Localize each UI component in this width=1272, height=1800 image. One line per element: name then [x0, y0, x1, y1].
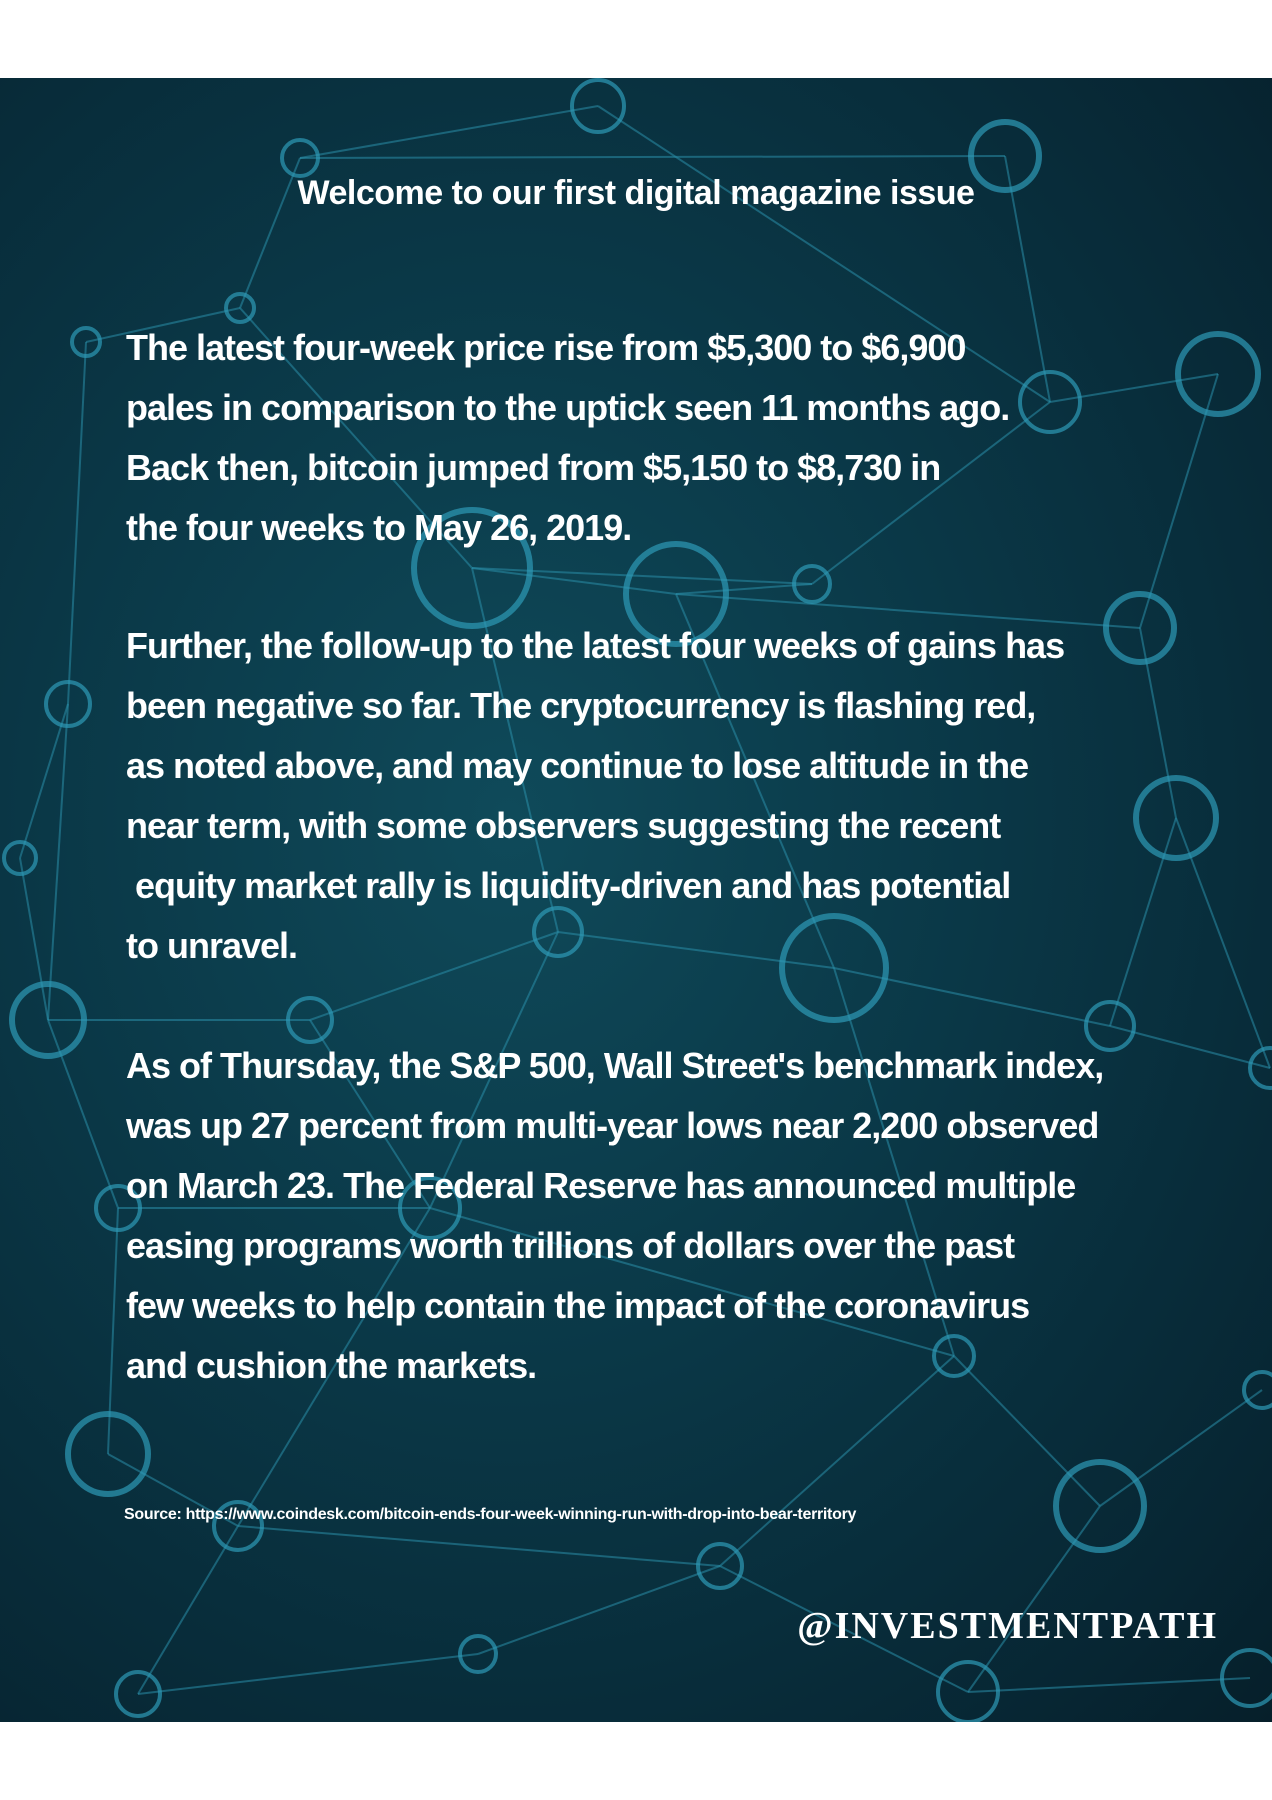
- network-node: [1175, 331, 1261, 417]
- network-link: [309, 1019, 431, 1209]
- network-link: [237, 1207, 431, 1527]
- network-link: [833, 967, 955, 1357]
- network-node: [623, 541, 729, 647]
- network-node: [1242, 1370, 1272, 1410]
- paragraph-line: and cushion the markets.: [126, 1345, 537, 1386]
- network-node: [1248, 1046, 1272, 1090]
- network-link: [299, 105, 599, 159]
- network-link: [1099, 1389, 1263, 1507]
- network-link: [967, 1505, 1101, 1693]
- paragraph-line: near term, with some observers suggestin…: [126, 805, 1001, 846]
- network-link: [675, 593, 1141, 629]
- network-node: [532, 906, 584, 958]
- network-link: [719, 1565, 969, 1693]
- paragraph-2: Further, the follow-up to the latest fou…: [126, 616, 1246, 976]
- network-node: [779, 913, 889, 1023]
- paragraph-line: The latest four-week price rise from $5,…: [126, 327, 966, 368]
- network-node: [70, 326, 102, 358]
- network-link: [237, 1525, 721, 1567]
- network-node: [458, 1634, 498, 1674]
- paragraph-line: as noted above, and may continue to lose…: [126, 745, 1029, 786]
- paragraph-line: Back then, bitcoin jumped from $5,150 to…: [126, 447, 941, 488]
- network-node: [44, 680, 92, 728]
- network-link: [967, 1677, 1251, 1693]
- network-link: [471, 567, 559, 933]
- network-link: [557, 931, 835, 969]
- network-node: [1053, 1459, 1147, 1553]
- network-node: [212, 1500, 264, 1552]
- paragraph-3: As of Thursday, the S&P 500, Wall Street…: [126, 1036, 1246, 1396]
- paragraph-line: to unravel.: [126, 925, 298, 966]
- network-link: [675, 583, 813, 595]
- social-handle: @INVESTMENTPATH: [797, 1605, 1218, 1647]
- network-node: [411, 507, 533, 629]
- network-link: [811, 401, 1051, 585]
- magazine-panel: Welcome to our first digital magazine is…: [0, 78, 1272, 1722]
- network-background-graphic: [2, 78, 1272, 1722]
- paragraph-line: few weeks to help contain the impact of …: [126, 1285, 1030, 1326]
- network-node: [932, 1334, 976, 1378]
- network-node: [792, 564, 832, 604]
- network-link: [477, 1565, 721, 1655]
- network-link: [471, 567, 813, 585]
- paragraph-line: was up 27 percent from multi-year lows n…: [126, 1105, 1099, 1146]
- network-link: [137, 1525, 239, 1695]
- network-link: [597, 105, 1051, 403]
- paragraph-1: The latest four-week price rise from $5,…: [126, 318, 1246, 558]
- network-link: [19, 857, 49, 1021]
- paragraph-line: equity market rally is liquidity-driven …: [126, 865, 1011, 906]
- network-node: [2, 840, 38, 876]
- network-link: [1139, 373, 1219, 629]
- network-link: [299, 155, 1006, 159]
- network-link: [85, 307, 241, 343]
- paragraph-line: easing programs worth trillions of dolla…: [126, 1225, 1015, 1266]
- network-link: [309, 931, 559, 1021]
- network-link: [239, 157, 301, 309]
- network-link: [47, 1019, 119, 1209]
- paragraph-line: Further, the follow-up to the latest fou…: [126, 625, 1065, 666]
- network-link: [833, 967, 1111, 1027]
- network-node: [286, 996, 334, 1044]
- network-node: [114, 1670, 162, 1718]
- network-link: [675, 593, 835, 969]
- network-link: [47, 703, 69, 1021]
- network-node: [9, 981, 87, 1059]
- network-node: [1103, 591, 1177, 665]
- network-node: [570, 78, 626, 134]
- network-link: [1109, 817, 1177, 1027]
- paragraph-line: the four weeks to May 26, 2019.: [126, 507, 632, 548]
- paragraph-line: been negative so far. The cryptocurrency…: [126, 685, 1036, 726]
- network-link: [1004, 155, 1051, 403]
- network-node: [1220, 1648, 1272, 1708]
- network-link: [137, 1653, 479, 1695]
- network-link: [719, 1355, 955, 1567]
- paragraph-line: on March 23. The Federal Reserve has ann…: [126, 1165, 1076, 1206]
- source-citation: Source: https://www.coindesk.com/bitcoin…: [124, 1506, 857, 1523]
- paragraph-line: pales in comparison to the uptick seen 1…: [126, 387, 1010, 428]
- network-node: [968, 119, 1042, 193]
- network-link: [1109, 1025, 1271, 1069]
- paragraph-line: As of Thursday, the S&P 500, Wall Street…: [126, 1045, 1104, 1086]
- network-node: [94, 1184, 142, 1232]
- network-node: [224, 292, 256, 324]
- network-link: [1175, 817, 1271, 1069]
- network-link: [429, 1207, 955, 1357]
- network-node: [936, 1660, 1000, 1722]
- network-link: [953, 1355, 1101, 1507]
- network-link: [67, 341, 87, 705]
- network-node: [1133, 775, 1219, 861]
- network-link: [471, 567, 677, 595]
- network-node: [696, 1542, 744, 1590]
- network-node: [398, 1176, 462, 1240]
- page-title: Welcome to our first digital magazine is…: [297, 174, 975, 212]
- network-node: [280, 138, 320, 178]
- network-node: [1084, 1000, 1136, 1052]
- network-node: [1018, 370, 1082, 434]
- network-link: [429, 931, 559, 1209]
- network-node: [65, 1411, 151, 1497]
- network-link: [19, 703, 69, 859]
